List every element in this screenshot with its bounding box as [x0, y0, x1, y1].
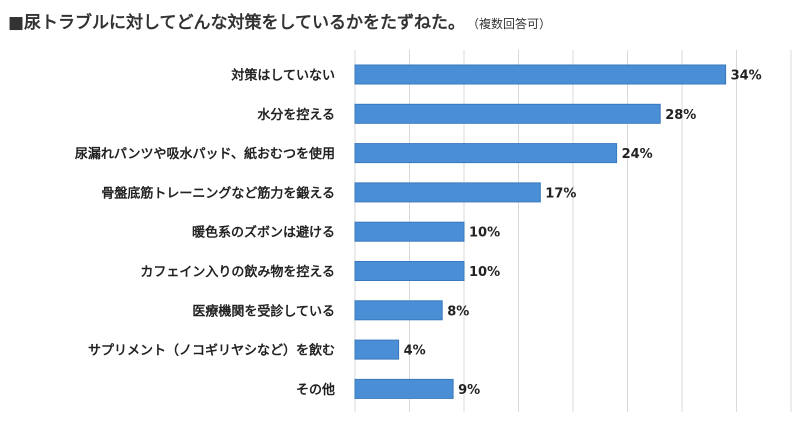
category-label: 水分を控える: [257, 107, 335, 123]
bar: [354, 300, 443, 321]
bar: [354, 143, 618, 164]
bar: [354, 378, 454, 399]
value-label: 28%: [665, 108, 696, 123]
category-label: 尿漏れパンツや吸水パッド、紙おむつを使用: [75, 146, 335, 162]
title-note: （複数回答可）: [473, 17, 552, 31]
bar: [354, 261, 465, 281]
bar: [354, 64, 727, 85]
title-text: ■尿トラブルに対してどんな対策をしているかをたずねた。: [8, 13, 466, 33]
bar: [354, 182, 541, 203]
category-label: 医療機関を受診している: [192, 303, 335, 319]
chart-title: ■尿トラブルに対してどんな対策をしているかをたずねた。 （複数回答可）: [8, 8, 551, 33]
value-label: 24%: [622, 147, 653, 162]
bar: [354, 339, 400, 360]
value-label: 10%: [469, 265, 500, 280]
bar: [354, 103, 661, 124]
category-label: カフェイン入りの飲み物を控える: [140, 264, 335, 280]
category-label: 暖色系のズボンは避ける: [192, 225, 335, 241]
value-label: 17%: [545, 186, 576, 201]
category-label: 骨盤底筋トレーニングなど筋力を鍛える: [101, 185, 335, 201]
value-label: 8%: [447, 304, 469, 319]
bar: [354, 221, 465, 242]
value-label: 9%: [458, 383, 480, 398]
value-label: 4%: [404, 344, 426, 359]
category-label: 対策はしていない: [230, 68, 335, 84]
value-label: 34%: [731, 69, 762, 84]
category-label: その他: [296, 382, 335, 398]
category-label: サプリメント（ノコギリヤシなど）を飲む: [88, 343, 335, 359]
value-label: 10%: [469, 226, 500, 241]
